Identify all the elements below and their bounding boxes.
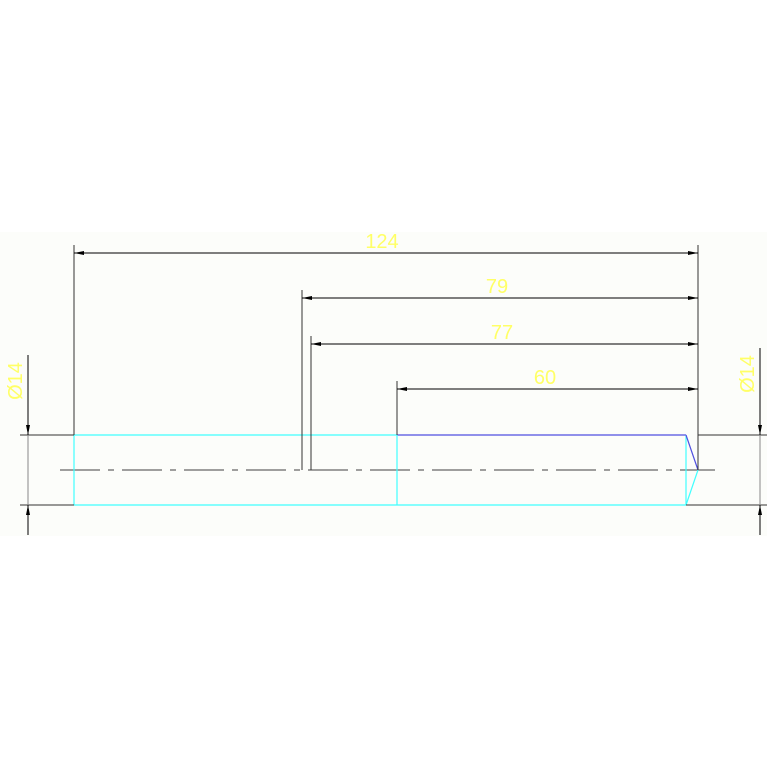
dimension-text-124: 124 bbox=[365, 231, 398, 253]
diameter-text-left: Ø14 bbox=[5, 362, 27, 400]
dimension-text-60: 60 bbox=[534, 367, 556, 389]
dimension-text-79: 79 bbox=[486, 276, 508, 298]
dimension-text-77: 77 bbox=[491, 322, 513, 344]
drawing-band bbox=[0, 232, 767, 536]
shaft-outline bbox=[73, 434, 699, 506]
diameter-text-right: Ø14 bbox=[737, 355, 759, 393]
